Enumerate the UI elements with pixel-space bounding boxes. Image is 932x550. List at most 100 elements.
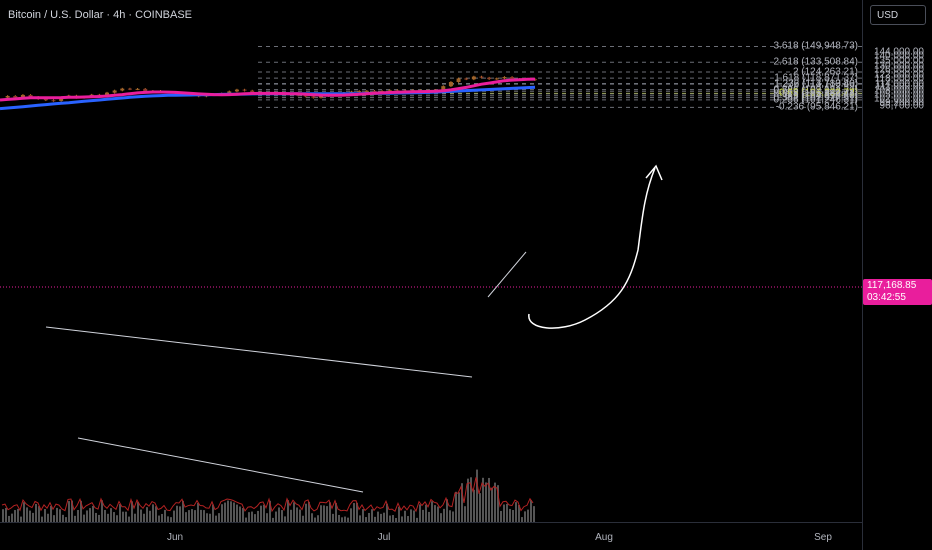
price-scale[interactable]: 144,000.00 140,000.00 135,000.00 130,000.00…	[862, 0, 932, 550]
volume-bar	[71, 500, 73, 522]
volume-bar	[56, 507, 58, 522]
volume-bar	[200, 509, 202, 522]
candle-body	[51, 100, 56, 102]
chart-area[interactable]: 3.618 (149,948.73) 2.618 (133,508.84) 2 (1…	[0, 0, 862, 522]
candle-body	[487, 77, 492, 80]
volume-bar	[404, 510, 406, 522]
volume-bar	[347, 517, 349, 522]
volume-bar	[89, 508, 91, 522]
volume-bar	[470, 477, 472, 522]
volume-bar	[407, 516, 409, 522]
volume-bar	[137, 502, 139, 522]
volume-bar	[308, 501, 310, 522]
price-chart-plot[interactable]	[0, 0, 862, 522]
volume-bar	[44, 509, 46, 522]
volume-bar	[476, 469, 478, 522]
volume-bar	[146, 507, 148, 522]
volume-bar	[281, 510, 283, 522]
ema-fast-line	[0, 77, 536, 102]
volume-bar	[293, 502, 295, 522]
volume-bar	[203, 510, 205, 522]
candle-body	[105, 92, 109, 97]
upper-channel-trendline	[45, 326, 473, 378]
volume-bar	[269, 500, 271, 522]
volume-bar	[251, 511, 253, 522]
volume-bar	[356, 502, 358, 522]
fib-level-label: 2 (124,263.21)	[792, 66, 858, 78]
volume-bar	[50, 505, 52, 522]
volume-bar	[239, 506, 241, 522]
volume-bar	[38, 506, 40, 522]
volume-bar	[179, 506, 181, 522]
volume-bar	[416, 517, 418, 522]
candle-body	[372, 90, 377, 92]
volume-bar	[176, 505, 178, 522]
time-tick-label: Jul	[377, 532, 391, 543]
volume-bar	[194, 510, 196, 522]
volume-bar	[161, 513, 163, 522]
volume-bar	[188, 510, 190, 522]
candle-body	[13, 95, 18, 98]
volume-bar	[320, 505, 322, 522]
candle-body	[502, 77, 507, 79]
volume-bar	[8, 515, 10, 522]
volume-bar	[314, 517, 316, 522]
volume-bar	[227, 500, 229, 522]
volume-bar	[206, 513, 208, 522]
candle-body	[494, 78, 499, 80]
fib-level-label: 1.236 (113,713.40)	[774, 78, 858, 90]
volume-bar	[473, 489, 475, 522]
volume-bar	[479, 493, 481, 522]
candle-body	[471, 76, 476, 80]
volume-bar	[119, 504, 121, 522]
volume-bar	[212, 504, 214, 522]
fib-level-label: 0.618 (105,834.41)	[773, 88, 858, 100]
volume-bar	[272, 517, 274, 522]
volume-bar	[467, 478, 469, 522]
candle-body	[364, 90, 369, 92]
price-tick-label: 102,000.00	[873, 93, 924, 105]
currency-button[interactable]: USD	[870, 5, 926, 25]
volume-bar	[488, 477, 490, 522]
price-tick-label: 135,000.00	[873, 55, 924, 67]
volume-bar	[236, 504, 238, 522]
volume-bar	[41, 516, 43, 522]
symbol-title: Bitcoin / U.S. Dollar · 4h · COINBASE	[8, 9, 192, 21]
candle-body	[387, 90, 392, 92]
candle-body	[448, 81, 453, 87]
price-tick-label: 99,200.00	[879, 97, 925, 109]
candle-body	[441, 86, 446, 90]
volume-bar	[317, 515, 319, 522]
candle-body	[456, 78, 461, 82]
time-axis[interactable]: Jun Jul Aug Sep	[0, 522, 862, 550]
volume-bar	[152, 504, 154, 522]
time-tick-label: Aug	[595, 532, 613, 543]
volume-bar	[284, 516, 286, 522]
volume-bar	[59, 509, 61, 522]
volume-bar	[155, 506, 157, 522]
fib-level-label: 1.618 (118,871.37)	[774, 72, 858, 84]
volume-bar	[263, 504, 265, 522]
volume-bar	[395, 517, 397, 522]
volume-bar	[452, 511, 454, 522]
candle-body	[250, 90, 255, 93]
volume-bar	[428, 511, 430, 522]
volume-bar	[374, 516, 376, 522]
volume-bar	[497, 485, 499, 522]
volume-bar	[509, 508, 511, 522]
fib-level-label: 0.65 (106,232.73)	[779, 87, 858, 99]
volume-bar	[257, 510, 259, 522]
candle-body	[510, 77, 515, 80]
candle-body	[242, 89, 247, 91]
volume-bar	[29, 510, 31, 522]
volume-bar	[530, 500, 532, 522]
volume-bar	[515, 502, 517, 522]
volume-bar	[398, 506, 400, 522]
volume-bars	[2, 469, 535, 522]
volume-bar	[377, 511, 379, 522]
price-tick-label: 105,000.00	[873, 89, 924, 101]
volume-bar	[116, 515, 118, 522]
candle-body	[464, 78, 469, 80]
bar-countdown: 03:42:55	[867, 292, 906, 303]
volume-bar	[23, 502, 25, 522]
